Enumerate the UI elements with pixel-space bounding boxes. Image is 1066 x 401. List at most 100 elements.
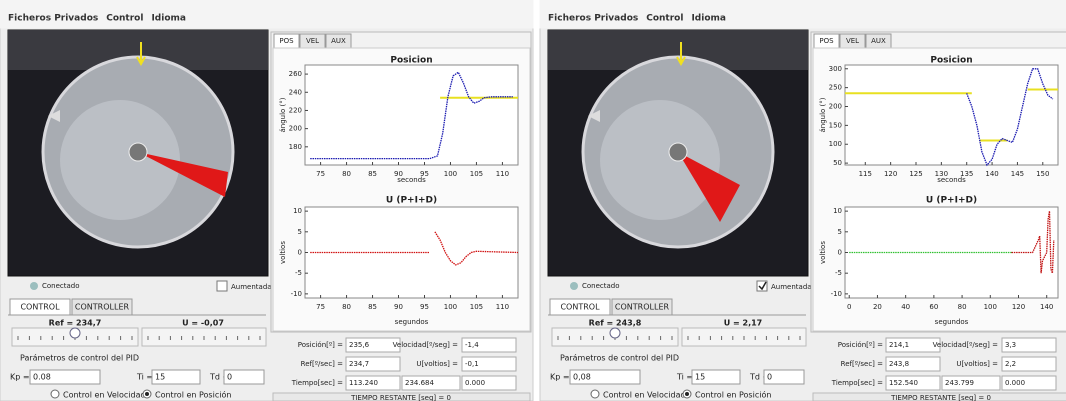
- x-axis-label: segundos: [935, 318, 969, 326]
- y-tick-label: -5: [295, 269, 302, 277]
- time-value: 113.240: [349, 379, 378, 387]
- tab-label[interactable]: CONTROL: [560, 303, 600, 312]
- radio-dot: [685, 392, 689, 396]
- y-tick-label: 250: [829, 84, 842, 92]
- plot-tab-label[interactable]: POS: [279, 37, 294, 45]
- x-tick-label: 110: [496, 303, 509, 311]
- x-tick-label: 80: [342, 303, 351, 311]
- x-tick-label: 110: [496, 170, 509, 178]
- readout-label: Ref[º/sec] =: [841, 360, 883, 368]
- plot-tab-label[interactable]: VEL: [846, 37, 859, 45]
- y-axis-label: ángulo (°): [279, 97, 287, 132]
- y-tick-label: 10: [833, 207, 842, 215]
- readout-value: -1,4: [465, 341, 479, 349]
- x-tick-label: 40: [901, 303, 910, 311]
- param-value: 15: [695, 373, 705, 382]
- param-value: 15: [155, 373, 165, 382]
- plot-tab-label[interactable]: POS: [819, 37, 834, 45]
- x-tick-label: 140: [1040, 303, 1053, 311]
- ref-label: Ref = 243,8: [589, 319, 642, 328]
- y-tick-label: 200: [829, 103, 842, 111]
- plot-title: Posicion: [930, 56, 972, 66]
- time-value: 0.000: [1005, 379, 1025, 387]
- menu-item[interactable]: Ficheros Privados: [8, 14, 98, 24]
- y-tick-label: 200: [289, 125, 302, 133]
- menu-item[interactable]: Ficheros Privados: [548, 14, 638, 24]
- x-tick-label: 140: [985, 170, 998, 178]
- y-axis-label: voltios: [279, 241, 287, 264]
- slider-knob[interactable]: [610, 328, 620, 338]
- menu-item[interactable]: Idioma: [151, 14, 186, 24]
- y-axis-label: ángulo (°): [819, 97, 827, 132]
- radio-dot: [145, 392, 149, 396]
- status-text: Conectado: [42, 282, 80, 290]
- readout-value: -0,1: [465, 360, 479, 368]
- x-tick-label: 125: [909, 170, 922, 178]
- screenshot: Ficheros Privados Control Idioma Conectado A…: [0, 0, 1066, 401]
- mode-label[interactable]: Control en Velocidad: [603, 391, 686, 400]
- menu-item[interactable]: Control: [106, 14, 143, 24]
- plot-title: U (P+I+D): [386, 196, 437, 206]
- x-tick-label: 120: [1012, 303, 1025, 311]
- readout-value: 3,3: [1005, 341, 1016, 349]
- x-tick-label: 100: [444, 170, 457, 178]
- checkbox[interactable]: [217, 281, 227, 291]
- y-tick-label: 5: [838, 228, 842, 236]
- x-tick-label: 100: [444, 303, 457, 311]
- x-tick-label: 85: [368, 303, 377, 311]
- time-value: 243.799: [945, 379, 974, 387]
- u-label: U = -0,07: [182, 319, 224, 328]
- y-tick-label: 150: [829, 121, 842, 129]
- y-tick-label: 300: [829, 65, 842, 73]
- tab-label[interactable]: CONTROLLER: [615, 303, 670, 312]
- ref-label: Ref = 234,7: [49, 319, 102, 328]
- y-tick-label: 0: [838, 249, 842, 257]
- checkbox-label: Aumentada: [771, 283, 812, 291]
- pid-title: Parámetros de control del PID: [20, 354, 139, 363]
- hub: [129, 143, 147, 161]
- readout-value: 235,6: [349, 341, 370, 349]
- disc-shade: [600, 100, 720, 220]
- tab-label[interactable]: CONTROLLER: [75, 303, 130, 312]
- x-axis-label: segundos: [395, 318, 429, 326]
- x-tick-label: 95: [420, 303, 429, 311]
- x-tick-label: 105: [470, 170, 483, 178]
- x-axis-label: seconds: [937, 176, 966, 184]
- x-axis-label: seconds: [397, 176, 426, 184]
- x-tick-label: 85: [368, 170, 377, 178]
- mode-label[interactable]: Control en Posición: [155, 390, 231, 400]
- menu-item[interactable]: Control: [646, 14, 683, 24]
- x-tick-label: 150: [1036, 170, 1049, 178]
- radio[interactable]: [591, 390, 599, 398]
- x-tick-label: 0: [847, 303, 851, 311]
- x-tick-label: 90: [394, 303, 403, 311]
- param-label: Kp =: [550, 373, 570, 382]
- pid-title: Parámetros de control del PID: [560, 354, 679, 363]
- mode-label[interactable]: Control en Posición: [695, 390, 771, 400]
- time-value: 0.000: [465, 379, 485, 387]
- time-value: 152.540: [889, 379, 918, 387]
- x-tick-label: 115: [859, 170, 872, 178]
- menu-item[interactable]: Idioma: [691, 14, 726, 24]
- plot-title: Posicion: [390, 56, 432, 66]
- x-tick-label: 60: [929, 303, 938, 311]
- plot-tab-label[interactable]: VEL: [306, 37, 319, 45]
- y-tick-label: 5: [298, 228, 302, 236]
- readout-label: Velocidad[º/seg] =: [933, 341, 998, 349]
- radio[interactable]: [51, 390, 59, 398]
- tab-label[interactable]: CONTROL: [20, 303, 60, 312]
- remaining-text: TIEMPO RESTANTE [seg] = 0: [350, 394, 451, 401]
- plot-tab-label[interactable]: AUX: [331, 37, 346, 45]
- x-tick-label: 145: [1011, 170, 1024, 178]
- y-tick-label: 100: [829, 140, 842, 148]
- hub: [669, 143, 687, 161]
- param-label: Ti =: [676, 373, 693, 382]
- slider-knob[interactable]: [70, 328, 80, 338]
- x-tick-label: 80: [342, 170, 351, 178]
- time-value: 234.684: [405, 379, 434, 387]
- plot-tab-label[interactable]: AUX: [871, 37, 886, 45]
- readout-value: 214,1: [889, 341, 909, 349]
- x-tick-label: 75: [316, 170, 325, 178]
- time-label: Tiempo[sec] =: [291, 379, 343, 387]
- mode-label[interactable]: Control en Velocidad: [63, 391, 146, 400]
